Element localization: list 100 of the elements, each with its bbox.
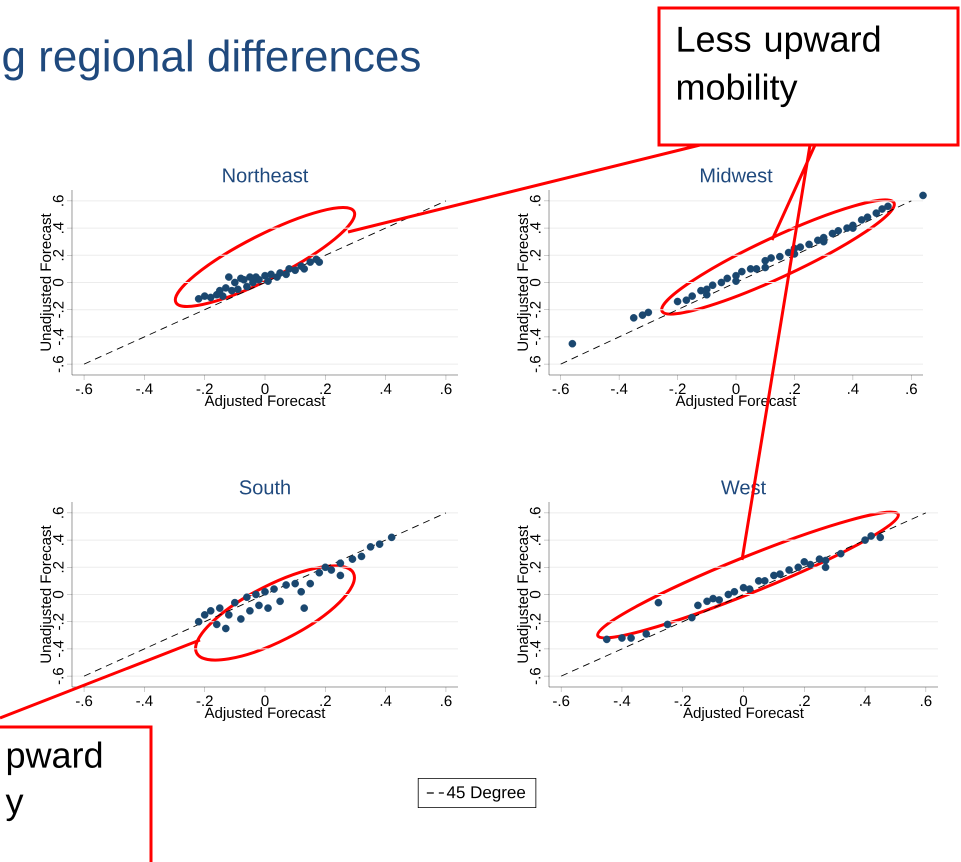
y-tick-label: .6 [530, 195, 540, 206]
point [694, 602, 702, 610]
x-tick-label: -.2 [196, 696, 213, 706]
point [760, 577, 769, 585]
point [194, 295, 202, 303]
y-tick-label: .6 [52, 195, 64, 206]
point [315, 258, 324, 266]
point [225, 273, 233, 281]
y-axis-title: Unadjusted Forecast [517, 525, 531, 663]
y-tick-label: .6 [530, 507, 540, 518]
y-tick-label: -.6 [52, 356, 64, 372]
point [300, 604, 308, 612]
point [682, 296, 690, 304]
x-tick-label: -.4 [614, 696, 630, 706]
y-tick-label: -.6 [52, 668, 64, 684]
point [834, 226, 842, 235]
point [231, 598, 239, 606]
point [216, 604, 224, 612]
point [638, 311, 646, 319]
point [261, 588, 269, 596]
point [267, 270, 275, 278]
x-tick-label: .4 [380, 384, 392, 394]
point [240, 276, 248, 284]
point [255, 276, 263, 284]
y-tick-label: -.4 [53, 640, 64, 657]
x-axis-title: Adjusted Forecast [683, 707, 804, 721]
point [264, 277, 272, 285]
x-tick-label: -.2 [674, 696, 691, 706]
x-tick-label: .4 [860, 696, 871, 706]
point [664, 620, 672, 628]
point [761, 264, 770, 272]
y-tick-label: 0 [530, 278, 540, 286]
y-tick-label: -.4 [530, 640, 540, 658]
y-tick-label: -.6 [530, 668, 540, 684]
point [718, 278, 726, 286]
chart-title: Midwest [700, 168, 773, 182]
point [800, 558, 808, 566]
text: Less upward mobility [678, 26, 880, 108]
point [644, 308, 652, 316]
point [732, 277, 740, 285]
point [723, 274, 732, 282]
point [730, 588, 738, 596]
x-tick-label: .2 [790, 384, 800, 394]
point [328, 566, 336, 574]
point [291, 580, 299, 588]
y-tick-label: .2 [52, 250, 64, 260]
chart-title: Northeast [223, 168, 308, 182]
point [703, 598, 711, 606]
x-tick-label: -.2 [196, 384, 213, 394]
point [243, 282, 251, 290]
point [194, 618, 202, 626]
point [688, 292, 696, 300]
point [674, 298, 682, 306]
y-tick-label: 0 [52, 278, 64, 286]
y-tick-label: .4 [53, 534, 64, 545]
point [300, 265, 308, 273]
point [388, 534, 396, 542]
point [738, 268, 746, 276]
point [306, 258, 314, 266]
x-tick-label: .6 [906, 384, 917, 394]
point [348, 555, 356, 563]
x-tick-label: .6 [441, 384, 452, 394]
x-tick-label: .4 [380, 696, 392, 706]
point [322, 563, 330, 572]
x-tick-label: -.2 [669, 384, 686, 394]
point [276, 269, 284, 277]
y-tick-label: .4 [53, 222, 64, 233]
y-axis-title: Unadjusted Forecast [40, 213, 54, 351]
point [602, 636, 611, 644]
x-tick-label: -.6 [553, 696, 570, 706]
point [366, 543, 374, 551]
point [654, 598, 662, 606]
point [231, 278, 239, 286]
point [836, 550, 845, 558]
point [864, 213, 872, 221]
point [776, 252, 784, 260]
x-axis-title: Adjusted Forecast [204, 707, 326, 721]
y-axis-title: Unadjusted Forecast [517, 213, 531, 351]
point [618, 634, 626, 642]
text: g regional differences [3, 39, 420, 80]
point [206, 294, 215, 302]
point [785, 566, 793, 574]
point [336, 572, 344, 580]
point [822, 556, 830, 564]
x-tick-label: -.6 [76, 384, 92, 394]
y-tick-label: .4 [530, 534, 540, 545]
y-tick-label: .4 [530, 222, 540, 233]
point [315, 568, 324, 577]
point [724, 590, 732, 598]
y-tick-label: 0 [52, 590, 64, 598]
point [708, 281, 716, 290]
point [336, 559, 344, 568]
point [225, 611, 233, 619]
point [243, 593, 251, 602]
point [702, 290, 711, 299]
x-tick-label: .2 [799, 696, 810, 706]
point [252, 590, 260, 598]
point [270, 585, 278, 593]
y-axis-title: Unadjusted Forecast [40, 525, 54, 663]
point [884, 202, 892, 210]
